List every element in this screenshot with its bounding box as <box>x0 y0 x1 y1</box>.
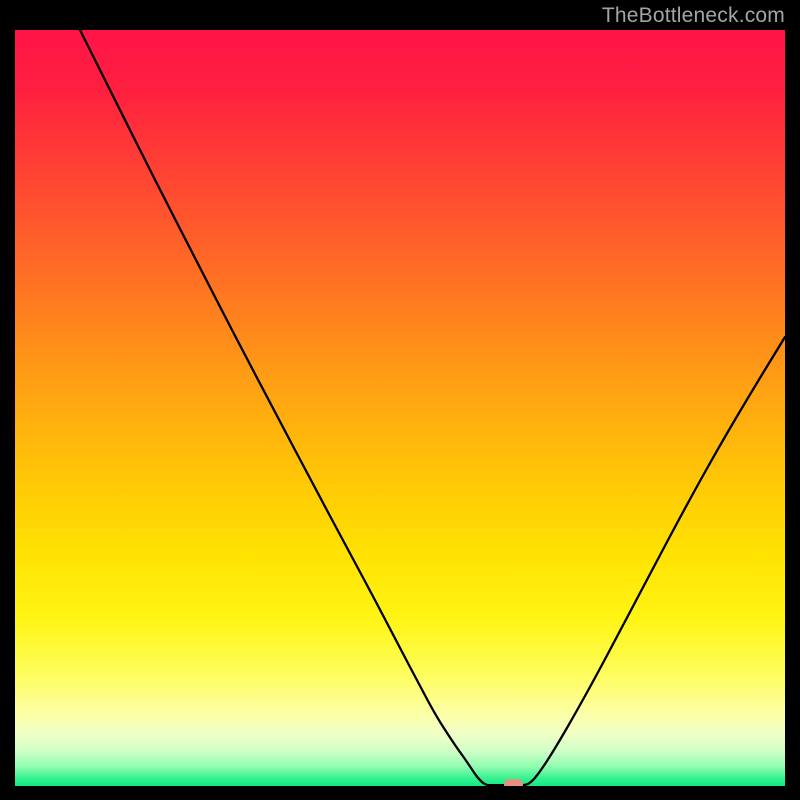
plot-area <box>15 30 785 786</box>
curve-layer <box>15 30 785 786</box>
chart-container: TheBottleneck.com <box>0 0 800 800</box>
bottleneck-curve <box>80 30 785 785</box>
watermark-text: TheBottleneck.com <box>602 4 785 28</box>
minimum-marker <box>504 779 523 786</box>
